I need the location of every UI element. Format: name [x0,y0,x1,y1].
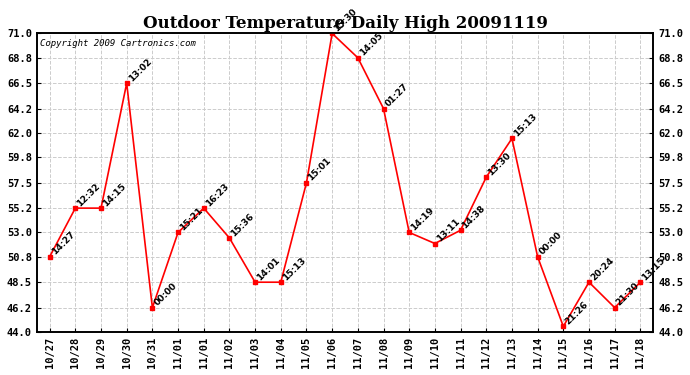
Text: 15:13: 15:13 [281,256,308,282]
Text: 15:21: 15:21 [178,206,205,232]
Text: 15:13: 15:13 [512,112,538,138]
Text: 14:05: 14:05 [358,31,384,58]
Text: 01:27: 01:27 [384,82,410,109]
Text: 13:11: 13:11 [435,217,462,243]
Text: 12:32: 12:32 [75,182,102,208]
Text: 13:02: 13:02 [127,57,153,83]
Text: 13:15: 13:15 [640,256,667,282]
Text: 14:19: 14:19 [409,206,436,232]
Text: 00:00: 00:00 [152,281,179,308]
Text: 15:30: 15:30 [332,7,359,33]
Text: 14:38: 14:38 [460,204,487,230]
Text: 15:36: 15:36 [230,211,256,238]
Text: 21:30: 21:30 [615,281,641,308]
Text: 00:00: 00:00 [538,231,564,257]
Text: 14:27: 14:27 [50,230,77,257]
Text: 21:26: 21:26 [563,300,590,326]
Text: 14:01: 14:01 [255,256,282,282]
Text: 13:30: 13:30 [486,151,513,177]
Title: Outdoor Temperature Daily High 20091119: Outdoor Temperature Daily High 20091119 [143,15,547,32]
Text: Copyright 2009 Cartronics.com: Copyright 2009 Cartronics.com [40,39,196,48]
Text: 14:15: 14:15 [101,182,128,208]
Text: 20:24: 20:24 [589,256,615,282]
Text: 15:01: 15:01 [306,156,333,183]
Text: 16:23: 16:23 [204,182,230,208]
